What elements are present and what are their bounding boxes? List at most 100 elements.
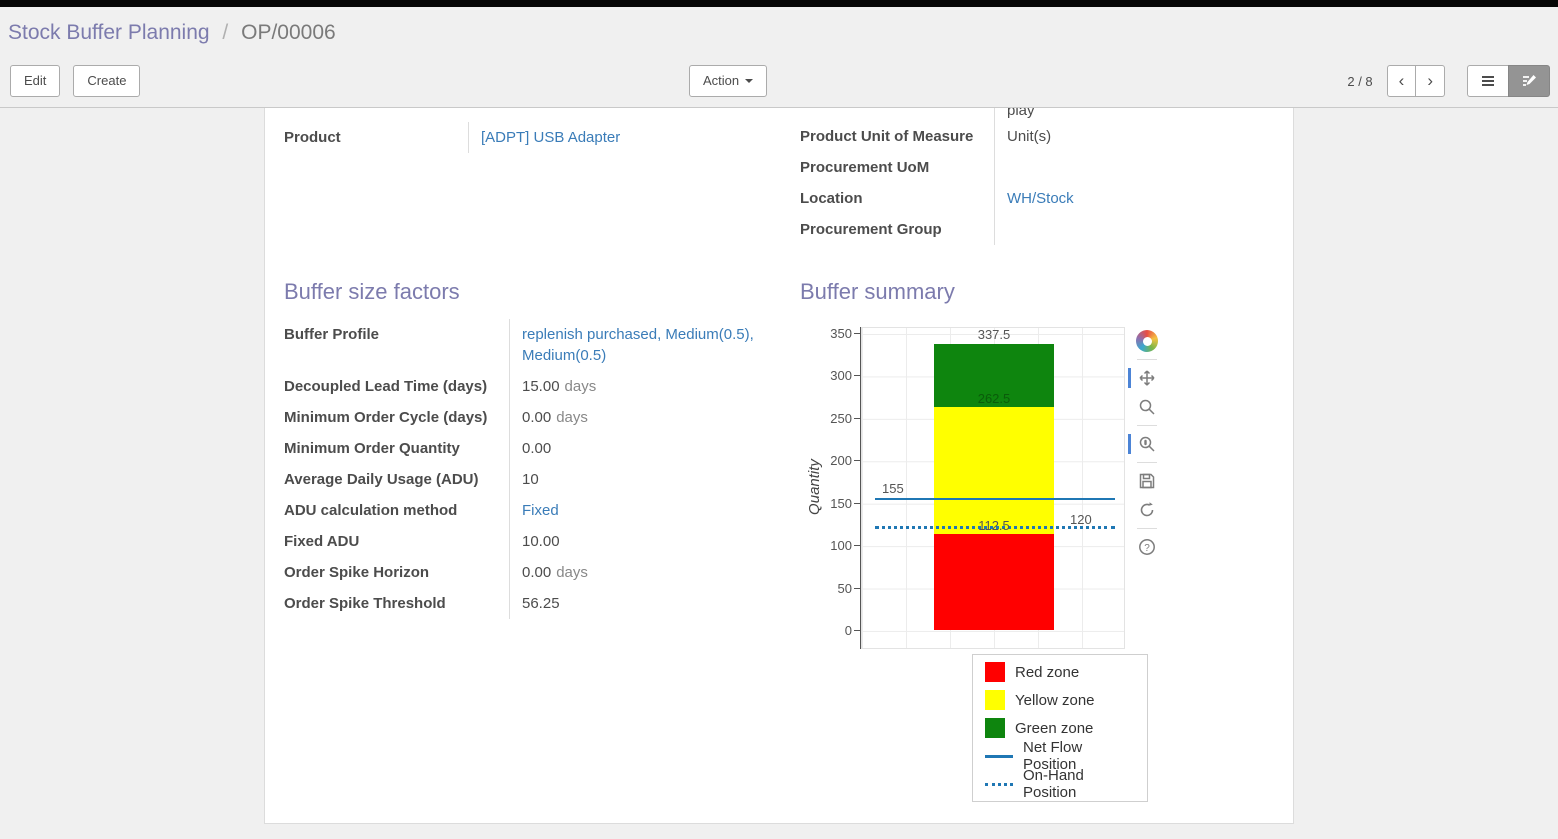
spike-threshold-label: Order Spike Threshold: [284, 588, 510, 619]
edit-button[interactable]: Edit: [10, 65, 61, 97]
clipped-field-row: play: [800, 108, 1274, 121]
field-row-procurement-uom: Procurement UoM: [800, 152, 1274, 183]
ytick-mark: [854, 375, 860, 376]
field-row-procurement-group: Procurement Group: [800, 214, 1274, 245]
legend-label: Green zone: [1015, 719, 1094, 737]
pager-counter: 2 / 8: [1347, 73, 1373, 89]
ytick-200: 200: [830, 453, 852, 468]
location-value-link[interactable]: WH/Stock: [1007, 190, 1074, 207]
field-row-dlt: Decoupled Lead Time (days) 15.00 days: [284, 371, 774, 402]
spike-horizon-label: Order Spike Horizon: [284, 557, 510, 588]
breadcrumb-parent-link[interactable]: Stock Buffer Planning: [8, 21, 210, 44]
legend-label: Yellow zone: [1015, 691, 1095, 709]
ytick-mark: [854, 588, 860, 589]
top-field-groups: Product [ADPT] USB Adapter play: [284, 108, 1274, 245]
procurement-group-value[interactable]: [995, 214, 1274, 245]
clipped-field-value: play: [1007, 108, 1035, 119]
buffer-profile-value-link[interactable]: replenish purchased, Medium(0.5), Medium…: [522, 326, 754, 364]
reset-plot-icon[interactable]: [1135, 498, 1159, 522]
pager-next-button[interactable]: ›: [1415, 65, 1445, 97]
procurement-uom-value[interactable]: [995, 152, 1274, 183]
fixed-adu-label: Fixed ADU: [284, 526, 510, 557]
min-order-qty-value: 0.00: [522, 440, 552, 457]
legend-item-green-zone: Green zone: [973, 714, 1147, 742]
buffer-summary-title: Buffer summary: [800, 279, 955, 304]
yellow-zone-bar: [934, 407, 1054, 534]
field-row-spike-threshold: Order Spike Threshold 56.25: [284, 588, 774, 619]
save-plot-icon[interactable]: [1135, 469, 1159, 493]
breadcrumb: Stock Buffer Planning / OP/00006: [0, 7, 1558, 55]
chevron-down-icon: [745, 79, 754, 83]
action-dropdown-button[interactable]: Action: [689, 65, 768, 97]
net-flow-line: [875, 498, 1115, 500]
chart-logo-icon[interactable]: [1135, 329, 1159, 353]
top-black-bar: [0, 0, 1558, 7]
red-swatch: [985, 662, 1005, 682]
control-bar: Edit Create Action 2 / 8 ‹ ›: [0, 55, 1558, 108]
adu-method-value-link[interactable]: Fixed: [522, 502, 559, 519]
chevron-left-icon: ‹: [1398, 71, 1405, 90]
create-button[interactable]: Create: [73, 65, 141, 97]
legend-item-yellow-zone: Yellow zone: [973, 686, 1147, 714]
dlt-label: Decoupled Lead Time (days): [284, 371, 510, 402]
buffer-profile-label: Buffer Profile: [284, 319, 510, 371]
yellow-top-label: 262.5: [977, 391, 1011, 406]
svg-text:?: ?: [1144, 543, 1150, 554]
pager-previous-button[interactable]: ‹: [1386, 65, 1417, 97]
form-view-button[interactable]: [1508, 65, 1550, 97]
color-wheel-icon: [1136, 330, 1158, 352]
product-label: Product: [284, 122, 469, 153]
procurement-uom-label: Procurement UoM: [800, 152, 995, 183]
field-row-fixed-adu: Fixed ADU 10.00: [284, 526, 774, 557]
procurement-group-fields: play Product Unit of Measure Unit(s) Pro…: [800, 108, 1274, 245]
toolbar-separator: [1137, 425, 1157, 426]
toolbar-separator: [1137, 462, 1157, 463]
legend-label: Red zone: [1015, 663, 1080, 681]
field-row-min-order-cycle: Minimum Order Cycle (days) 0.00 days: [284, 402, 774, 433]
on-hand-line: [875, 526, 1115, 529]
wheel-zoom-tool-icon[interactable]: [1128, 432, 1159, 456]
field-row-buffer-profile: Buffer Profile replenish purchased, Medi…: [284, 319, 774, 371]
ytick-50: 50: [837, 581, 852, 596]
product-group: Product [ADPT] USB Adapter: [284, 122, 774, 153]
field-row-min-order-qty: Minimum Order Quantity 0.00: [284, 433, 774, 464]
pan-tool-icon[interactable]: [1128, 366, 1159, 390]
ytick-0: 0: [844, 623, 852, 638]
min-order-cycle-value: 0.00: [522, 409, 552, 426]
adu-method-label: ADU calculation method: [284, 495, 510, 526]
ytick-250: 250: [830, 411, 852, 426]
green-zone-bar: [934, 344, 1054, 407]
red-zone-bar: [934, 534, 1054, 630]
view-switcher: [1467, 65, 1550, 97]
ytick-mark: [854, 630, 860, 631]
pencil-form-icon: [1523, 75, 1536, 86]
net-flow-label: 155: [882, 481, 904, 496]
solid-line-swatch: [985, 754, 1013, 758]
ytick-100: 100: [830, 538, 852, 553]
toolbar-separator: [1137, 359, 1157, 360]
legend-item-red-zone: Red zone: [973, 658, 1147, 686]
box-zoom-tool-icon[interactable]: [1135, 395, 1159, 419]
action-label: Action: [703, 73, 740, 88]
spike-horizon-unit: days: [556, 564, 588, 581]
field-row-adu-method: ADU calculation method Fixed: [284, 495, 774, 526]
help-icon[interactable]: ?: [1135, 535, 1159, 559]
product-value-link[interactable]: [ADPT] USB Adapter: [481, 129, 621, 146]
min-order-qty-label: Minimum Order Quantity: [284, 433, 510, 464]
legend-label: On-Hand Position: [1023, 767, 1084, 801]
yellow-swatch: [985, 690, 1005, 710]
bar-total-label: 337.5: [977, 327, 1011, 342]
buffer-size-factors-title: Buffer size factors: [284, 279, 460, 304]
breadcrumb-current: OP/00006: [241, 21, 336, 44]
dotted-line-swatch: [985, 782, 1013, 786]
list-view-button[interactable]: [1467, 65, 1509, 97]
dlt-unit: days: [564, 378, 597, 395]
breadcrumb-separator: /: [222, 21, 229, 44]
pager-buttons: ‹ ›: [1386, 65, 1445, 97]
chevron-right-icon: ›: [1427, 71, 1433, 90]
ytick-300: 300: [830, 368, 852, 383]
record-buttons: Edit Create: [10, 65, 141, 97]
legend-item-on-hand: On-Hand Position: [973, 767, 1147, 801]
pager-and-views: 2 / 8 ‹ ›: [1347, 65, 1550, 97]
action-dropdown-wrap: Action: [689, 65, 768, 97]
